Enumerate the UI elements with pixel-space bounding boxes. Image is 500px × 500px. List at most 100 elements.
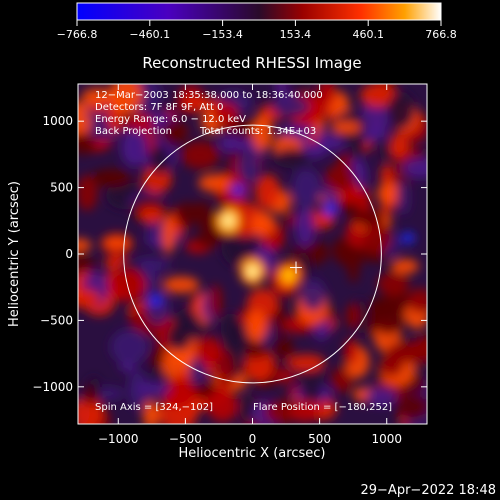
annotation-time: 12−Mar−2003 18:35:38.000 to 18:36:40.000 <box>95 90 323 101</box>
heatmap-low <box>401 232 415 244</box>
footer-spin-axis: Spin Axis = [324,−102] <box>95 402 213 413</box>
heatmap-blob <box>403 157 427 178</box>
heatmap-blob <box>208 284 223 318</box>
axis-ticks: −1000 −500 0 500 1000 −1000 −500 0 500 1000 <box>32 84 427 446</box>
annotation-method: Back Projection <box>95 126 172 137</box>
heatmap-blob <box>78 396 104 424</box>
x-axis-label: Heliocentric X (arcsec) <box>179 446 326 461</box>
y-tick-label: 0 <box>65 247 73 261</box>
heatmap-blob <box>78 288 101 308</box>
colorbar-tick-label: −460.1 <box>129 28 170 41</box>
heatmap-blob <box>132 257 171 272</box>
heatmap-blob <box>136 382 171 396</box>
heatmap-blob <box>162 276 200 294</box>
heatmap-blob <box>274 337 294 358</box>
chart-title: Reconstructed RHESSI Image <box>142 54 361 72</box>
heatmap-blob <box>324 134 346 151</box>
x-tick-label: −500 <box>169 432 202 446</box>
colorbar-tick-label: 460.1 <box>352 28 384 41</box>
heatmap-blob <box>148 145 171 175</box>
heatmap-blob <box>365 387 397 407</box>
timestamp: 29−Apr−2022 18:48 <box>361 483 497 498</box>
heatmap-blob <box>359 84 398 108</box>
annotation-counts: Total counts: 1.34E+03 <box>199 126 316 137</box>
heatmap-blob <box>220 312 241 345</box>
heatmap-blob <box>78 175 98 211</box>
heatmap-blob <box>380 164 394 188</box>
heatmap-blob <box>181 141 220 170</box>
x-tick-label: −1000 <box>98 432 139 446</box>
heatmap-blob <box>346 303 361 329</box>
y-tick-label: −500 <box>40 313 73 327</box>
heatmap-blob <box>146 218 165 242</box>
heatmap-blob <box>351 139 366 158</box>
bright-source-core <box>281 267 296 283</box>
heatmap-blob <box>377 271 410 296</box>
bright-source-peak <box>248 266 257 276</box>
solar-limb-circle <box>123 124 382 384</box>
heatmap-blob <box>218 135 243 152</box>
heatmap-blob <box>160 377 196 409</box>
colorbar-tick-label: 153.4 <box>280 28 312 41</box>
heatmap-blob <box>109 84 143 114</box>
heatmap-blob <box>390 258 419 274</box>
heatmap-blob <box>120 129 149 167</box>
heatmap-blob <box>92 168 132 188</box>
heatmap-blob <box>332 237 351 263</box>
x-tick-label: 500 <box>308 432 331 446</box>
heatmap-blob <box>221 228 261 268</box>
heatmap-blob <box>142 399 160 424</box>
heatmap-blob <box>344 338 358 365</box>
heatmap-blob <box>407 287 427 314</box>
heatmap-low <box>231 184 245 196</box>
heatmap-blob <box>194 232 221 248</box>
heatmap-blob <box>377 182 403 205</box>
heatmap-blob <box>82 385 98 406</box>
heatmap-low <box>323 204 337 216</box>
annotation-energy: Energy Range: 6.0 − 12.0 keV <box>95 114 246 125</box>
heatmap-blob <box>194 337 223 366</box>
heatmap-blob <box>336 153 354 168</box>
heatmap-blobs <box>78 84 427 424</box>
heatmap-blob <box>81 88 116 105</box>
heatmap-blob <box>206 388 239 422</box>
heatmap-blob <box>300 278 326 311</box>
heatmap-blob <box>175 202 199 227</box>
heatmap-blob <box>166 323 192 351</box>
colorbar-tick-label: −153.4 <box>202 28 243 41</box>
colorbar <box>76 2 442 21</box>
heatmap-blob <box>211 102 239 127</box>
footer-flare-position: Flare Position = [−180,252] <box>253 402 392 413</box>
colorbar-tick-label: 766.8 <box>425 28 457 41</box>
x-tick-label: 1000 <box>371 432 402 446</box>
heatmap-blob <box>273 148 310 169</box>
heatmap-blob <box>110 329 150 365</box>
heatmap-blob <box>280 124 317 139</box>
heatmap-blob <box>302 375 322 404</box>
heatmap-blob <box>271 97 310 117</box>
heatmap-blob <box>162 215 175 255</box>
heatmap-blob <box>287 354 326 372</box>
heatmap-blob <box>293 367 327 381</box>
heatmap-blob <box>362 223 392 254</box>
heatmap-blob <box>161 120 186 146</box>
heatmap-blob <box>274 370 295 383</box>
heatmap-blob <box>389 132 409 159</box>
heatmap-blob <box>238 147 260 184</box>
heatmap-blob <box>246 308 267 343</box>
heatmap-blob <box>387 91 416 130</box>
heatmap-blob <box>254 174 281 209</box>
heatmap-blob <box>264 400 300 424</box>
heatmap-blob <box>182 97 221 111</box>
spin-axis-marker <box>289 261 302 274</box>
heatmap-blob <box>138 206 164 224</box>
heatmap-blob <box>291 167 322 208</box>
heatmap-blob <box>396 393 427 421</box>
heatmap-blob <box>251 113 273 152</box>
x-tick-label: 0 <box>249 432 257 446</box>
heatmap-blob <box>378 358 404 377</box>
heatmap-blob <box>330 121 362 134</box>
heatmap-low <box>148 294 162 306</box>
heatmap-blob <box>284 84 312 95</box>
